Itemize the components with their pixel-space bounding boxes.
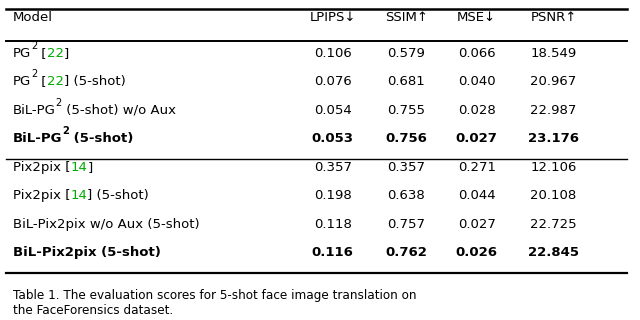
Text: 0.579: 0.579 (387, 47, 426, 60)
Text: 0.040: 0.040 (458, 75, 495, 88)
Text: SSIM↑: SSIM↑ (385, 12, 428, 24)
Text: BiL-Pix2pix (5-shot): BiL-Pix2pix (5-shot) (13, 246, 161, 259)
Text: 2: 2 (31, 41, 37, 51)
Text: 0.638: 0.638 (388, 189, 425, 202)
Text: 0.106: 0.106 (314, 47, 351, 60)
Text: ] (5-shot): ] (5-shot) (87, 189, 149, 202)
Text: 23.176: 23.176 (528, 132, 579, 145)
Text: 0.053: 0.053 (312, 132, 354, 145)
Text: 0.757: 0.757 (387, 218, 426, 231)
Text: (5-shot) w/o Aux: (5-shot) w/o Aux (62, 104, 176, 117)
Text: 0.076: 0.076 (314, 75, 351, 88)
Text: 0.357: 0.357 (387, 161, 426, 174)
Text: 0.054: 0.054 (314, 104, 351, 117)
Text: ] (5-shot): ] (5-shot) (64, 75, 125, 88)
Text: (5-shot): (5-shot) (69, 132, 134, 145)
Text: 0.681: 0.681 (388, 75, 425, 88)
Text: [: [ (37, 75, 47, 88)
Text: 22.845: 22.845 (528, 246, 579, 259)
Text: 0.755: 0.755 (387, 104, 426, 117)
Text: 18.549: 18.549 (531, 47, 577, 60)
Text: 14: 14 (70, 161, 87, 174)
Text: BiL-PG: BiL-PG (13, 132, 62, 145)
Text: BiL-Pix2pix w/o Aux (5-shot): BiL-Pix2pix w/o Aux (5-shot) (13, 218, 200, 231)
Text: PG: PG (13, 75, 31, 88)
Text: 0.116: 0.116 (312, 246, 354, 259)
Text: 2: 2 (56, 98, 62, 108)
Text: 0.118: 0.118 (314, 218, 352, 231)
Text: Table 1. The evaluation scores for 5-shot face image translation on
the FaceFore: Table 1. The evaluation scores for 5-sho… (13, 289, 416, 316)
Text: 20.967: 20.967 (531, 75, 577, 88)
Text: Pix2pix [: Pix2pix [ (13, 161, 70, 174)
Text: 0.027: 0.027 (456, 132, 498, 145)
Text: 20.108: 20.108 (531, 189, 577, 202)
Text: Model: Model (13, 12, 52, 24)
Text: [: [ (37, 47, 47, 60)
Text: 0.762: 0.762 (385, 246, 428, 259)
Text: 0.756: 0.756 (385, 132, 428, 145)
Text: 0.044: 0.044 (458, 189, 495, 202)
Text: 22.987: 22.987 (531, 104, 577, 117)
Text: 0.357: 0.357 (314, 161, 352, 174)
Text: 0.028: 0.028 (458, 104, 495, 117)
Text: 0.027: 0.027 (458, 218, 496, 231)
Text: 22: 22 (47, 47, 64, 60)
Text: 0.026: 0.026 (456, 246, 498, 259)
Text: 2: 2 (62, 126, 69, 136)
Text: 22.725: 22.725 (531, 218, 577, 231)
Text: ]: ] (64, 47, 69, 60)
Text: 0.198: 0.198 (314, 189, 351, 202)
Text: MSE↓: MSE↓ (457, 12, 497, 24)
Text: 2: 2 (31, 69, 37, 79)
Text: PSNR↑: PSNR↑ (531, 12, 577, 24)
Text: 14: 14 (70, 189, 87, 202)
Text: 0.066: 0.066 (458, 47, 495, 60)
Text: Pix2pix [: Pix2pix [ (13, 189, 70, 202)
Text: 22: 22 (47, 75, 64, 88)
Text: PG: PG (13, 47, 31, 60)
Text: 12.106: 12.106 (531, 161, 577, 174)
Text: BiL-PG: BiL-PG (13, 104, 56, 117)
Text: LPIPS↓: LPIPS↓ (310, 12, 356, 24)
Text: 0.271: 0.271 (458, 161, 496, 174)
Text: ]: ] (87, 161, 92, 174)
